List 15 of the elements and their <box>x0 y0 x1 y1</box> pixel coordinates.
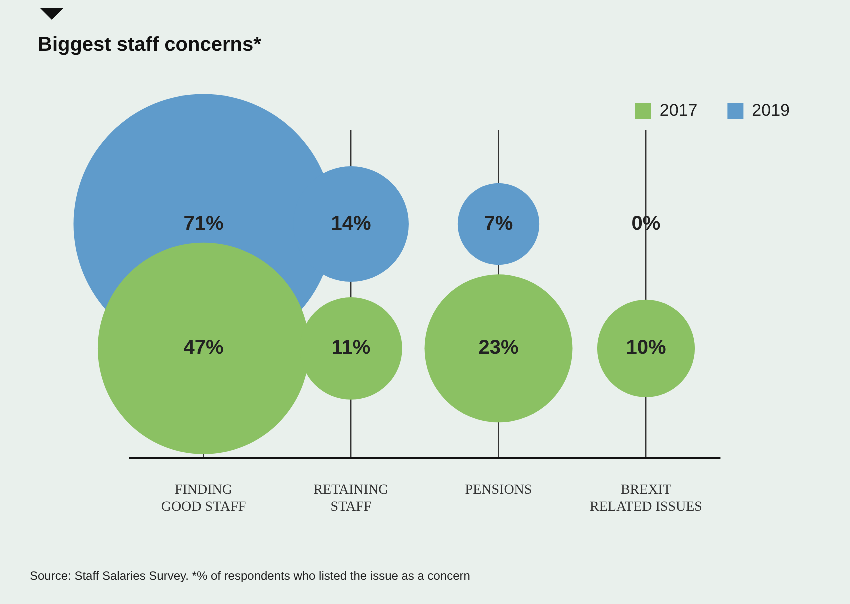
text: Biggest staff concerns* <box>38 34 262 57</box>
category-label: PENSIONS <box>465 483 532 498</box>
category-label: BREXIT RELATED ISSUES <box>590 483 702 515</box>
data-label: 14% <box>331 212 372 235</box>
data-label: 7% <box>484 212 514 235</box>
legend-label: 2017 <box>660 101 698 120</box>
data-label: 71% <box>184 212 224 235</box>
source-note: Source: Staff Salaries Survey. *% of respondents who listed the issue as a concern <box>30 569 470 584</box>
data-label: 11% <box>332 337 371 360</box>
legend-label: 2019 <box>752 101 790 120</box>
data-label: 47% <box>184 337 224 360</box>
data-label: 10% <box>626 337 666 360</box>
category-label: FINDING GOOD STAFF <box>161 483 246 515</box>
data-label: 23% <box>478 337 519 360</box>
category-label: RETAINING STAFF <box>314 483 389 515</box>
